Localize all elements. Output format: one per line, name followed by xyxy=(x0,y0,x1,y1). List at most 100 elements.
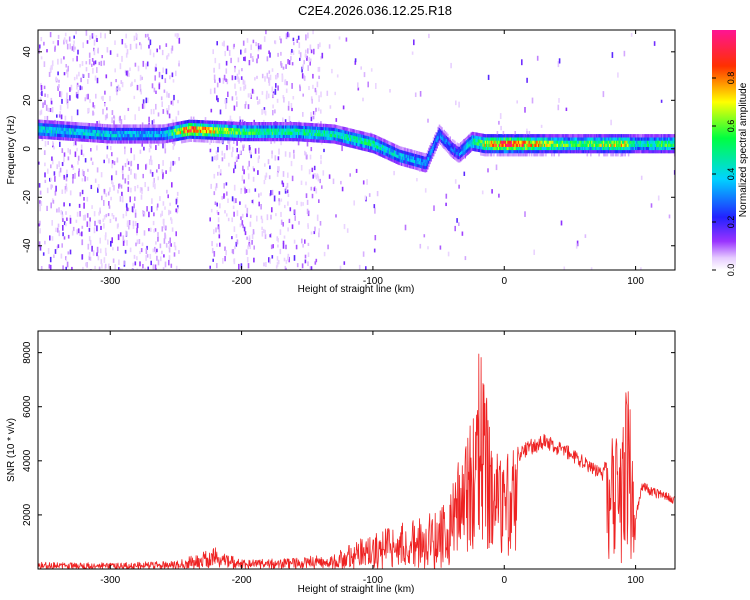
ridge-cell xyxy=(504,134,507,138)
noise-speckle xyxy=(150,159,153,166)
noise-speckle xyxy=(103,200,105,206)
ridge-cell xyxy=(197,120,200,124)
ridge-cell xyxy=(139,130,142,135)
ridge-cell xyxy=(384,155,386,159)
noise-speckle xyxy=(40,37,43,42)
ridge-cell xyxy=(341,132,344,137)
noise-speckle xyxy=(76,82,79,87)
ridge-cell xyxy=(593,134,596,138)
figure-title: C2E4.2026.036.12.25.R18 xyxy=(298,3,452,18)
ridge-cell xyxy=(236,137,239,141)
noise-speckle xyxy=(117,223,119,228)
ridge-cell xyxy=(49,123,52,127)
ridge-cell xyxy=(454,140,456,145)
ridge-cell xyxy=(406,161,409,165)
ridge-cell xyxy=(470,135,473,139)
noise-speckle xyxy=(216,210,219,214)
ridge-cell xyxy=(494,134,496,138)
ridge-cell xyxy=(464,150,467,154)
ridge-cell xyxy=(326,124,328,128)
ridge-cell xyxy=(274,131,276,135)
ridge-cell xyxy=(458,146,461,150)
ridge-cell xyxy=(217,120,220,125)
ridge-cell xyxy=(376,151,378,155)
ridge-cell xyxy=(481,143,483,147)
ridge-cell xyxy=(408,148,410,153)
ridge-cell xyxy=(91,132,93,136)
noise-speckle xyxy=(216,154,219,160)
noise-speckle xyxy=(368,193,371,197)
ridge-cell xyxy=(382,147,384,152)
ridge-cell xyxy=(306,132,308,136)
ridge-cell xyxy=(631,149,633,154)
ridge-cell xyxy=(626,134,629,138)
noise-speckle xyxy=(105,74,108,79)
ridge-cell xyxy=(530,146,533,151)
noise-speckle xyxy=(143,230,146,236)
noise-speckle xyxy=(100,32,102,39)
noise-speckle xyxy=(140,91,142,95)
ridge-cell xyxy=(400,156,403,160)
ridge-cell xyxy=(556,134,559,138)
ridge-cell xyxy=(488,149,490,154)
ridge-cell xyxy=(246,122,248,126)
ridge-cell xyxy=(507,134,509,138)
ridge-cell xyxy=(639,137,642,141)
noise-speckle xyxy=(39,97,42,102)
ridge-cell xyxy=(343,133,345,137)
noise-speckle xyxy=(284,188,287,194)
ridge-cell xyxy=(470,148,473,152)
ridge-cell xyxy=(457,152,460,157)
ridge-cell xyxy=(354,129,357,134)
ridge-cell xyxy=(620,143,623,147)
ridge-cell xyxy=(250,128,253,132)
ridge-cell xyxy=(502,140,505,144)
ridge-cell xyxy=(493,137,495,141)
ridge-cell xyxy=(442,134,444,139)
ridge-cell xyxy=(569,137,572,141)
ridge-cell xyxy=(486,137,488,141)
ridge-cell xyxy=(460,145,462,149)
noise-speckle xyxy=(533,249,535,255)
ridge-cell xyxy=(629,137,631,141)
ridge-cell xyxy=(572,134,574,138)
noise-speckle xyxy=(78,203,81,208)
ridge-cell xyxy=(339,129,341,133)
ridge-cell xyxy=(577,149,579,154)
noise-speckle xyxy=(86,40,89,44)
ridge-cell xyxy=(173,125,176,129)
noise-speckle xyxy=(99,207,101,211)
ridge-cell xyxy=(208,123,210,127)
noise-speckle xyxy=(236,73,239,80)
noise-speckle xyxy=(210,208,213,213)
ridge-cell xyxy=(134,127,137,131)
ridge-cell xyxy=(468,144,470,148)
ridge-cell xyxy=(636,134,638,138)
noise-speckle xyxy=(46,115,49,122)
ridge-cell xyxy=(307,135,310,139)
ridge-cell xyxy=(584,146,586,151)
ridge-cell xyxy=(588,134,591,138)
ridge-cell xyxy=(243,122,246,126)
noise-speckle xyxy=(63,40,65,45)
ridge-cell xyxy=(40,129,42,133)
ridge-cell xyxy=(389,144,391,149)
noise-speckle xyxy=(149,253,152,259)
ridge-cell xyxy=(545,149,547,154)
noise-speckle xyxy=(336,74,339,78)
ridge-cell xyxy=(566,143,568,147)
ridge-cell xyxy=(308,135,311,139)
ridge-cell xyxy=(579,137,581,141)
noise-speckle xyxy=(343,224,346,230)
ridge-cell xyxy=(117,137,119,141)
ridge-cell xyxy=(92,126,94,130)
ridge-cell xyxy=(152,137,155,141)
ridge-cell xyxy=(160,140,163,144)
noise-speckle xyxy=(342,105,345,110)
noise-speckle xyxy=(464,256,467,261)
ridge-cell xyxy=(556,149,559,154)
ridge-cell xyxy=(250,134,253,138)
ridge-cell xyxy=(282,134,285,138)
noise-speckle xyxy=(500,125,502,131)
